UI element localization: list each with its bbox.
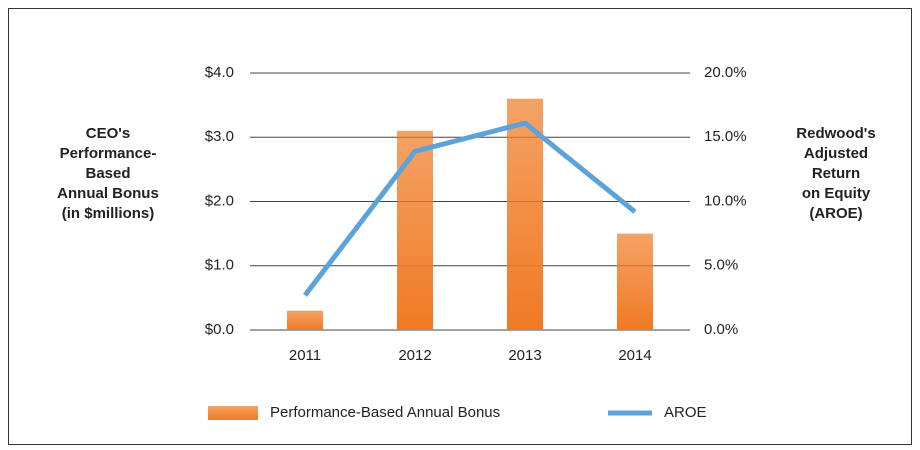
bar — [507, 98, 543, 330]
bar — [287, 310, 323, 330]
y-axis-title: CEO's — [86, 125, 130, 142]
y-axis-title: (in $millions) — [62, 205, 155, 222]
y2-tick-label: 0.0% — [704, 321, 738, 338]
x-tick-label: 2012 — [398, 347, 431, 364]
y-tick-label: $2.0 — [205, 192, 234, 209]
y2-tick-label: 10.0% — [704, 192, 747, 209]
y2-axis-title: on Equity — [802, 185, 871, 202]
y2-tick-label: 5.0% — [704, 257, 738, 274]
frame — [8, 8, 912, 445]
y-axis-title: Annual Bonus — [57, 185, 159, 202]
y2-axis-title: (AROE) — [809, 205, 862, 222]
x-tick-label: 2011 — [289, 347, 321, 364]
bar — [397, 130, 433, 330]
y-tick-label: $1.0 — [205, 257, 234, 274]
line — [303, 120, 637, 297]
y-tick-label: $3.0 — [205, 128, 234, 145]
y2-axis-title: Adjusted — [804, 145, 868, 162]
x-tick-label: 2014 — [618, 347, 651, 364]
y-axis-title: Performance- — [60, 145, 157, 162]
y-tick-label: $0.0 — [205, 321, 234, 338]
y2-tick-label: 20.0% — [704, 64, 747, 81]
legend-swatch — [208, 406, 258, 420]
y-tick-label: $4.0 — [205, 64, 234, 81]
y2-axis-title: Return — [812, 165, 860, 182]
y2-axis-title: Redwood's — [796, 125, 875, 142]
y2-tick-label: 15.0% — [704, 128, 747, 145]
bar — [617, 233, 653, 330]
legend-label: AROE — [664, 404, 707, 421]
y-axis-title: Based — [85, 165, 130, 182]
x-tick-label: 2013 — [508, 347, 541, 364]
legend-label: Performance-Based Annual Bonus — [270, 404, 500, 421]
